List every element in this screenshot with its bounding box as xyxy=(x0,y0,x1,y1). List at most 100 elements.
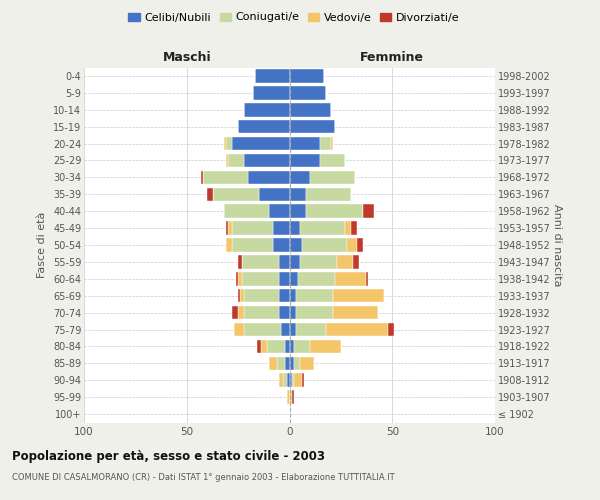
Bar xyxy=(248,170,290,184)
Bar xyxy=(224,204,269,218)
Bar xyxy=(238,120,290,134)
Bar xyxy=(320,137,331,150)
Bar xyxy=(290,289,296,302)
Bar xyxy=(290,103,331,117)
Bar xyxy=(290,238,302,252)
Bar xyxy=(269,204,290,218)
Bar xyxy=(226,137,232,150)
Bar xyxy=(281,323,290,336)
Bar xyxy=(365,272,368,285)
Bar xyxy=(279,289,290,302)
Bar xyxy=(228,222,232,235)
Text: Popolazione per età, sesso e stato civile - 2003: Popolazione per età, sesso e stato civil… xyxy=(12,450,325,463)
Bar xyxy=(347,238,358,252)
Bar xyxy=(292,374,293,387)
Bar xyxy=(236,272,238,285)
Bar xyxy=(293,340,310,353)
Y-axis label: Fasce di età: Fasce di età xyxy=(37,212,47,278)
Bar xyxy=(290,356,293,370)
Bar xyxy=(306,188,351,201)
Bar xyxy=(269,356,277,370)
Bar xyxy=(203,170,248,184)
Bar xyxy=(238,255,242,268)
Bar xyxy=(290,374,292,387)
Bar xyxy=(332,306,378,320)
Bar xyxy=(290,69,325,82)
Bar xyxy=(208,188,214,201)
Bar xyxy=(224,137,226,150)
Bar xyxy=(293,374,302,387)
Bar xyxy=(351,222,358,235)
Bar xyxy=(296,323,326,336)
Bar xyxy=(293,356,300,370)
Bar xyxy=(290,255,300,268)
Bar xyxy=(290,222,300,235)
Bar xyxy=(290,154,320,167)
Bar xyxy=(290,170,310,184)
Bar xyxy=(257,340,261,353)
Bar xyxy=(244,306,279,320)
Bar xyxy=(290,188,306,201)
Bar xyxy=(296,289,332,302)
Bar xyxy=(298,272,335,285)
Bar xyxy=(310,170,355,184)
Bar xyxy=(226,154,228,167)
Bar xyxy=(244,103,290,117)
Bar xyxy=(331,137,332,150)
Bar xyxy=(277,356,286,370)
Bar xyxy=(226,222,228,235)
Bar xyxy=(283,374,287,387)
Bar xyxy=(358,238,364,252)
Bar xyxy=(320,154,345,167)
Bar xyxy=(214,188,259,201)
Bar xyxy=(242,255,279,268)
Bar xyxy=(290,204,306,218)
Bar xyxy=(238,272,242,285)
Bar xyxy=(290,272,298,285)
Bar xyxy=(326,323,388,336)
Bar xyxy=(388,323,394,336)
Bar xyxy=(286,356,290,370)
Text: Maschi: Maschi xyxy=(163,51,211,64)
Bar xyxy=(353,255,359,268)
Bar xyxy=(292,390,293,404)
Bar xyxy=(244,323,281,336)
Y-axis label: Anni di nascita: Anni di nascita xyxy=(552,204,562,286)
Bar xyxy=(232,222,273,235)
Bar xyxy=(335,272,365,285)
Legend: Celibi/Nubili, Coniugati/e, Vedovi/e, Divorziati/e: Celibi/Nubili, Coniugati/e, Vedovi/e, Di… xyxy=(124,8,464,27)
Bar xyxy=(290,306,296,320)
Bar xyxy=(302,238,347,252)
Bar xyxy=(238,289,240,302)
Bar xyxy=(332,289,384,302)
Bar xyxy=(279,306,290,320)
Bar xyxy=(306,204,364,218)
Bar xyxy=(290,137,320,150)
Bar xyxy=(279,255,290,268)
Bar xyxy=(300,255,337,268)
Bar xyxy=(290,340,293,353)
Bar xyxy=(232,306,238,320)
Bar xyxy=(279,272,290,285)
Bar xyxy=(254,69,290,82)
Bar xyxy=(287,390,290,404)
Bar xyxy=(201,170,203,184)
Bar xyxy=(345,222,351,235)
Bar xyxy=(267,340,286,353)
Text: COMUNE DI CASALMORANO (CR) - Dati ISTAT 1° gennaio 2003 - Elaborazione TUTTITALI: COMUNE DI CASALMORANO (CR) - Dati ISTAT … xyxy=(12,472,395,482)
Bar xyxy=(287,374,290,387)
Bar xyxy=(290,120,335,134)
Bar xyxy=(290,390,292,404)
Bar xyxy=(240,289,244,302)
Bar xyxy=(253,86,290,100)
Bar xyxy=(273,222,290,235)
Bar xyxy=(273,238,290,252)
Bar xyxy=(234,323,244,336)
Bar xyxy=(232,137,290,150)
Bar xyxy=(244,289,279,302)
Bar xyxy=(244,154,290,167)
Bar xyxy=(232,238,273,252)
Bar xyxy=(290,86,326,100)
Bar xyxy=(259,188,290,201)
Bar xyxy=(279,374,283,387)
